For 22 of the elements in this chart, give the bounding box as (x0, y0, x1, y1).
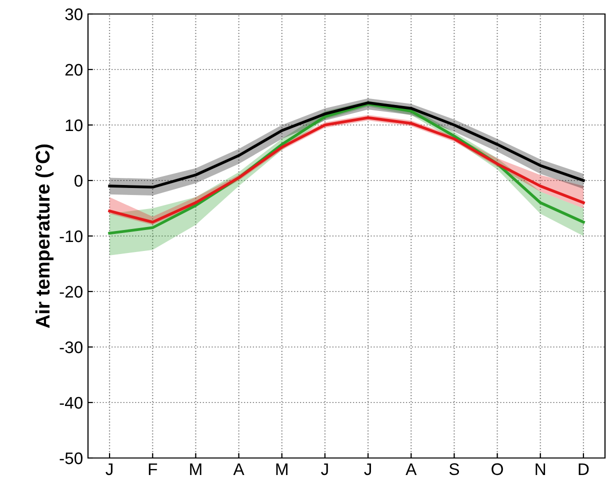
y-tick-label: 10 (66, 119, 82, 132)
x-tick-label: M (276, 463, 288, 475)
x-tick-label: F (148, 463, 158, 475)
x-tick-label: J (106, 463, 112, 476)
x-tick-label: M (190, 463, 202, 475)
y-tick-label: 30 (65, 8, 82, 20)
y-tick-label: -50 (60, 452, 82, 464)
x-tick-label: O (492, 463, 503, 476)
y-tick-label: 0 (74, 174, 82, 187)
x-tick-label: S (449, 463, 459, 476)
y-axis-title: Air temperature (°C) (35, 144, 54, 328)
y-tick-label: -30 (60, 341, 82, 354)
x-tick-label: J (364, 463, 371, 476)
y-tick-label: -10 (60, 230, 82, 242)
x-tick-label: J (321, 463, 328, 476)
x-tick-label: A (406, 463, 417, 475)
y-tick-label: 20 (65, 64, 82, 76)
x-tick-label: D (578, 463, 589, 475)
x-tick-label: N (536, 463, 546, 475)
y-tick-label: -40 (60, 396, 82, 409)
y-tick-label: -20 (60, 286, 82, 298)
x-tick-label: A (233, 463, 244, 475)
